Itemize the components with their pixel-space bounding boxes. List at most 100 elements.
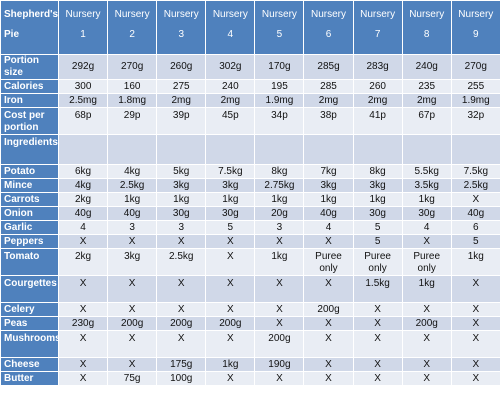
row-label: Potato	[0, 164, 59, 179]
table-cell: 1kg	[401, 275, 452, 303]
table-cell: 2.5kg	[107, 178, 158, 193]
table-cell: X	[303, 275, 354, 303]
table-cell: 1kg	[352, 192, 403, 207]
header-label: Nursery 1	[65, 9, 101, 40]
table-cell: 3kg	[303, 178, 354, 193]
table-cell	[450, 134, 500, 165]
table-cell: 255	[450, 79, 500, 94]
table-cell: X	[156, 275, 207, 303]
table-cell: 200g	[401, 316, 452, 331]
table-cell	[303, 134, 354, 165]
header-label: Nursery 3	[163, 9, 199, 40]
table-cell: 1kg	[401, 192, 452, 207]
table-cell: 30g	[401, 206, 452, 221]
table-cell: 5kg	[156, 164, 207, 179]
table-cell: X	[401, 371, 452, 386]
table-cell: 1kg	[303, 192, 354, 207]
table-cell	[107, 134, 158, 165]
table-row: Cheese X X 175g 1kg 190g X X X X	[0, 357, 500, 372]
table-cell: 3	[254, 220, 305, 235]
table-cell: 200g	[205, 316, 256, 331]
table-cell: X	[57, 302, 109, 317]
table-cell	[156, 134, 207, 165]
table-cell: Puree only	[303, 248, 354, 276]
table-cell: 270g	[107, 54, 158, 80]
table-cell: X	[254, 302, 305, 317]
table-cell: 1kg	[450, 248, 500, 276]
column-header: Nursery 2	[107, 0, 158, 55]
row-label: Onion	[0, 206, 59, 221]
table-cell: 240g	[401, 54, 452, 80]
table-cell: 270g	[450, 54, 500, 80]
column-header: Nursery 6	[303, 0, 354, 55]
table-cell: 3kg	[205, 178, 256, 193]
table-cell: X	[303, 234, 354, 249]
table-cell: X	[401, 302, 452, 317]
header-label: Nursery 5	[261, 9, 297, 40]
table-cell: X	[450, 302, 500, 317]
table-cell: 7.5kg	[450, 164, 500, 179]
table-cell: 260	[352, 79, 403, 94]
row-label: Cheese	[0, 357, 59, 372]
table-cell: 5.5kg	[401, 164, 452, 179]
column-header: Nursery 1	[57, 0, 109, 55]
table-cell: 195	[254, 79, 305, 94]
header-label: Nursery 8	[409, 9, 445, 40]
row-label: Peas	[0, 316, 59, 331]
row-label: Peppers	[0, 234, 59, 249]
table-cell: Puree only	[352, 248, 403, 276]
table-cell: 30g	[352, 206, 403, 221]
row-label: Carrots	[0, 192, 59, 207]
row-label: Garlic	[0, 220, 59, 235]
table-cell: 100g	[156, 371, 207, 386]
header-label: Shepherd's Pie	[4, 9, 59, 40]
table-cell: X	[57, 275, 109, 303]
table-cell: 4	[401, 220, 452, 235]
table-cell: 8kg	[352, 164, 403, 179]
table-cell: 75g	[107, 371, 158, 386]
table-cell: X	[156, 302, 207, 317]
row-label: Cost per portion	[0, 107, 59, 135]
table-cell: X	[205, 371, 256, 386]
table-cell: 160	[107, 79, 158, 94]
table-cell: 175g	[156, 357, 207, 372]
table-cell: 3	[156, 220, 207, 235]
table-row: Ingredients	[0, 134, 500, 165]
table-cell: X	[352, 371, 403, 386]
table-cell: X	[254, 316, 305, 331]
column-header: Nursery 7	[352, 0, 403, 55]
header-label: Nursery 6	[311, 9, 347, 40]
table-cell: 2mg	[205, 93, 256, 108]
table-cell: 45p	[205, 107, 256, 135]
column-header: Nursery 9	[450, 0, 500, 55]
table-cell: X	[205, 248, 256, 276]
table-cell: 2.75kg	[254, 178, 305, 193]
table-cell: X	[303, 330, 354, 358]
table-cell: 1.8mg	[107, 93, 158, 108]
table-cell: X	[205, 330, 256, 358]
table-cell: X	[205, 234, 256, 249]
row-label: Celery	[0, 302, 59, 317]
table-cell: X	[156, 330, 207, 358]
table-cell: X	[156, 234, 207, 249]
table-row: Courgettes X X X X X X 1.5kg 1kg X	[0, 275, 500, 303]
row-label: Calories	[0, 79, 59, 94]
table-cell: 1.9mg	[254, 93, 305, 108]
table-cell: 285	[303, 79, 354, 94]
row-label: Tomato	[0, 248, 59, 276]
table-cell: 5	[352, 220, 403, 235]
table-cell: 34p	[254, 107, 305, 135]
table-cell: X	[303, 316, 354, 331]
table-cell: 41p	[352, 107, 403, 135]
table-cell: 260g	[156, 54, 207, 80]
table-cell: X	[107, 357, 158, 372]
table-cell: 4kg	[107, 164, 158, 179]
table-cell: 2.5mg	[57, 93, 109, 108]
table-cell: 5	[352, 234, 403, 249]
column-header: Nursery 3	[156, 0, 207, 55]
header-label: Nursery 4	[212, 9, 248, 40]
table-row: Garlic 4 3 3 5 3 4 5 4 6	[0, 220, 500, 235]
table-cell: X	[303, 371, 354, 386]
table-cell	[401, 134, 452, 165]
comparison-table: Shepherd's Pie Nursery 1 Nursery 2 Nurse…	[0, 0, 500, 386]
